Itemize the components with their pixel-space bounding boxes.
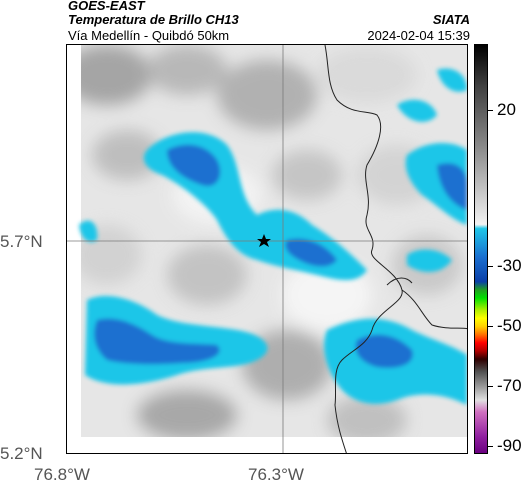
colorbar-label-20: 20 [497, 100, 516, 119]
satellite-map [67, 45, 467, 453]
colorbar [474, 44, 488, 454]
department-border-east [401, 289, 467, 330]
cloud-cold-tops [79, 68, 467, 405]
colorbar-label-neg50: -50 [497, 316, 522, 335]
title-product: Temperatura de Brillo CH13 [68, 12, 239, 27]
title-timestamp: 2024-02-04 15:39 [367, 28, 470, 43]
title-location: Vía Medellín - Quibdó 50km [68, 28, 230, 43]
star-icon [257, 234, 271, 247]
lat-label-5-2: 5.2°N [0, 444, 43, 463]
department-border [324, 45, 403, 453]
map-frame[interactable] [66, 44, 468, 454]
colorbar-label-neg70: -70 [497, 376, 522, 395]
colorbar-label-neg90: -90 [497, 436, 522, 455]
title-satellite: GOES-EAST [68, 0, 145, 13]
lon-label-76-8: 76.8°W [34, 465, 90, 484]
colorbar-label-neg30: -30 [497, 256, 522, 275]
lon-label-76-3: 76.3°W [248, 465, 304, 484]
title-organization: SIATA [432, 12, 470, 27]
lat-label-5-7: 5.7°N [0, 232, 43, 251]
